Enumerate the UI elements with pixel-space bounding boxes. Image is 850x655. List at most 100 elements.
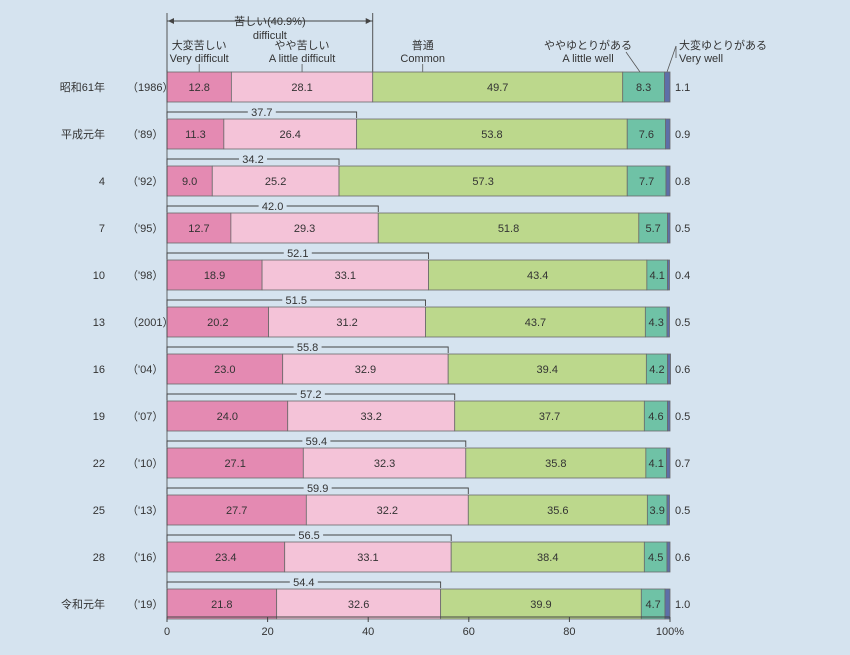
bar-value-label: 38.4	[537, 552, 558, 564]
bar-value-label: 32.2	[377, 505, 398, 517]
legend-label-en: Very difficult	[170, 53, 229, 65]
category-year-label: （'98）	[127, 269, 163, 282]
category-era-label: 19	[93, 411, 105, 423]
bar-value-label: 35.6	[547, 505, 568, 517]
legend-label-jp: 大変ゆとりがある	[679, 38, 767, 52]
bar-value-label: 0.9	[675, 129, 690, 141]
bar-value-label: 0.5	[675, 223, 690, 235]
bar-value-label: 28.1	[291, 82, 312, 94]
category-era-label: 16	[93, 364, 105, 376]
difficult-total-label: 59.9	[307, 483, 328, 495]
bar-value-label: 5.7	[646, 223, 661, 235]
bar-value-label: 23.0	[214, 364, 235, 376]
legend-label-jp: 大変苦しい	[172, 38, 227, 52]
bar-segment-1-10	[284, 541, 452, 573]
category-year-label: （'92）	[127, 175, 163, 188]
bar-value-label: 0.5	[675, 317, 690, 329]
bar-segment-1-5	[268, 306, 426, 338]
bar-value-label: 4.2	[649, 364, 664, 376]
legend-label-en: A little difficult	[269, 53, 335, 65]
bar-segment-3-0	[622, 71, 665, 103]
bar-value-label: 43.4	[527, 270, 548, 282]
bar-segment-1-7	[287, 400, 456, 432]
category-year-label: （'04）	[127, 363, 163, 376]
bracket-label-bg	[289, 575, 318, 587]
bar-value-label: 35.8	[545, 458, 566, 470]
bar-value-label: 43.7	[525, 317, 546, 329]
bar-value-label: 7.6	[639, 129, 654, 141]
bar-value-label: 0.8	[675, 176, 690, 188]
bar-value-label: 4.1	[649, 458, 664, 470]
difficult-group-label: 苦しい(40.9%)	[234, 15, 306, 28]
category-year-label: （'89）	[127, 128, 163, 141]
difficult-total-label: 52.1	[287, 248, 308, 260]
legend-label-jp: 普通	[412, 38, 434, 52]
legend-label-en: A little well	[562, 53, 613, 65]
bar-value-label: 49.7	[487, 82, 508, 94]
bracket-label-bg	[282, 293, 311, 305]
difficult-total-label: 59.4	[306, 436, 327, 448]
bar-value-label: 29.3	[294, 223, 315, 235]
category-era-label: 25	[93, 505, 105, 517]
legend-label-jp: やや苦しい	[275, 39, 330, 52]
bar-segment-4-11	[664, 588, 671, 620]
bar-value-label: 25.2	[265, 176, 286, 188]
bar-value-label: 27.7	[226, 505, 247, 517]
bar-segment-4-1	[665, 118, 671, 150]
bar-value-label: 12.7	[188, 223, 209, 235]
bar-value-label: 20.2	[207, 317, 228, 329]
bar-value-label: 32.3	[374, 458, 395, 470]
bar-segment-2-2	[338, 165, 628, 197]
legend-label-en: Common	[400, 53, 445, 65]
bracket-label-bg	[239, 152, 268, 164]
bar-value-label: 32.6	[348, 599, 369, 611]
bracket-label-bg	[296, 387, 325, 399]
bar-value-label: 24.0	[217, 411, 238, 423]
category-era-label: 昭和61年	[60, 80, 105, 94]
category-era-label: 平成元年	[61, 127, 105, 141]
bar-value-label: 9.0	[182, 176, 197, 188]
bar-segment-2-8	[465, 447, 647, 479]
category-year-label: （'19）	[127, 598, 163, 611]
bar-value-label: 0.5	[675, 505, 690, 517]
bar-segment-0-5	[166, 306, 270, 338]
x-tick-label: 100%	[656, 626, 684, 638]
category-year-label: （'95）	[127, 222, 163, 235]
bar-value-label: 27.1	[224, 458, 245, 470]
bar-value-label: 8.3	[636, 82, 651, 94]
bar-value-label: 0.4	[675, 270, 690, 282]
bar-segment-1-0	[230, 71, 374, 103]
bar-segment-4-4	[667, 259, 670, 291]
bar-segment-1-3	[230, 212, 379, 244]
bar-segment-4-5	[666, 306, 670, 338]
bar-value-label: 4.3	[649, 317, 664, 329]
bar-value-label: 0.7	[675, 458, 690, 470]
bar-segment-1-1	[223, 118, 358, 150]
difficult-total-label: 55.8	[297, 342, 318, 354]
bracket-label-bg	[303, 481, 332, 493]
bar-value-label: 51.8	[498, 223, 519, 235]
bar-segment-2-7	[454, 400, 645, 432]
category-era-label: 7	[99, 223, 105, 235]
category-era-label: 10	[93, 270, 105, 282]
difficult-total-label: 54.4	[293, 577, 314, 589]
category-year-label: （1986）	[127, 81, 173, 94]
category-era-label: 28	[93, 552, 105, 564]
bar-segment-0-7	[166, 400, 289, 432]
bar-value-label: 11.3	[185, 129, 206, 141]
x-tick-label: 0	[164, 626, 170, 638]
bar-segment-2-11	[440, 588, 642, 620]
bar-segment-1-11	[276, 588, 442, 620]
bar-value-label: 1.1	[675, 82, 690, 94]
category-era-label: 22	[93, 458, 105, 470]
bar-segment-0-6	[166, 353, 284, 385]
bracket-label-bg	[258, 199, 287, 211]
category-year-label: （'13）	[127, 504, 163, 517]
bar-value-label: 53.8	[481, 129, 502, 141]
legend-leader-line	[666, 45, 677, 73]
bar-value-label: 26.4	[280, 129, 301, 141]
bar-segment-4-0	[664, 71, 671, 103]
x-axis: 0 20 40 60 80 100%	[164, 70, 684, 638]
x-tick-label: 60	[463, 626, 475, 638]
